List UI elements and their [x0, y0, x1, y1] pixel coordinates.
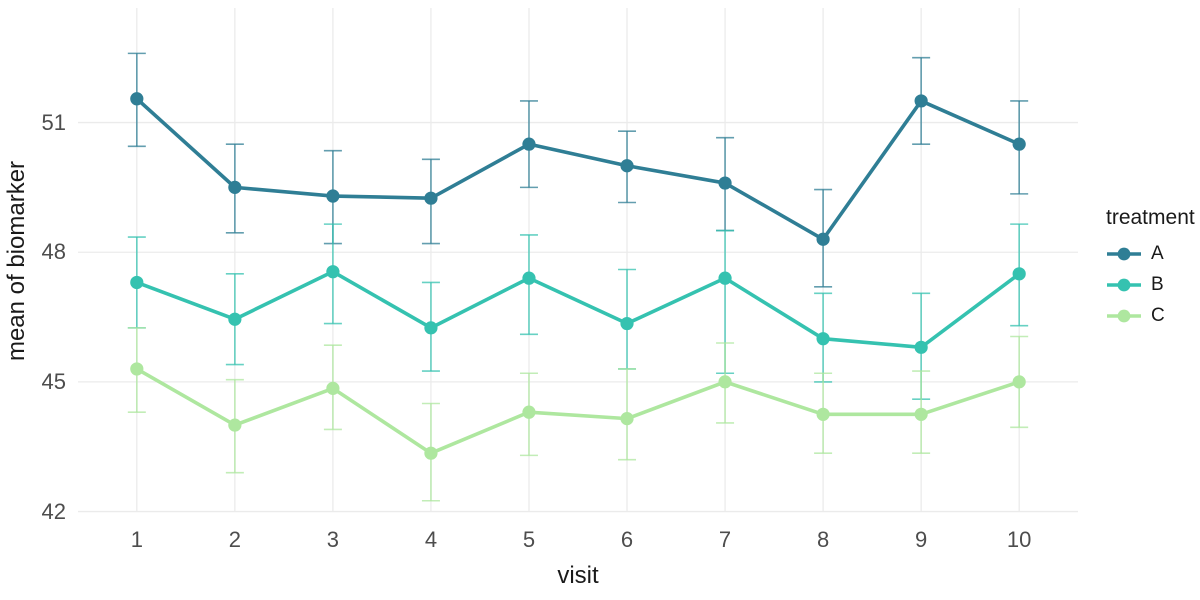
x-tick-label: 5	[522, 527, 536, 552]
x-tick-label: 4	[424, 527, 438, 552]
series-line-B	[135, 269, 1021, 350]
data-point-B	[816, 332, 830, 346]
data-point-C	[620, 412, 634, 426]
data-point-C	[1012, 375, 1026, 389]
x-axis-title: visit	[557, 562, 599, 589]
legend-key-B	[1107, 278, 1141, 291]
data-point-B	[914, 340, 928, 354]
series-line-C	[135, 367, 1021, 456]
data-point-A	[130, 92, 144, 106]
legend-item-B: B	[1106, 269, 1195, 300]
data-point-A	[1012, 137, 1026, 151]
x-tick-label: 9	[915, 527, 928, 552]
data-point-C	[914, 407, 928, 421]
legend-label: B	[1151, 273, 1164, 295]
data-point-B	[522, 271, 536, 285]
legend-label: A	[1151, 242, 1164, 264]
data-point-C	[522, 405, 536, 419]
legend-title: treatment	[1106, 206, 1195, 229]
data-point-A	[816, 232, 830, 246]
data-point-C	[718, 375, 732, 389]
data-point-A	[914, 94, 928, 108]
x-tick-label: 10	[1006, 527, 1032, 552]
x-tick-label: 2	[228, 527, 241, 552]
legend-key-C	[1107, 309, 1141, 322]
data-point-B	[718, 271, 732, 285]
x-tick-label: 1	[130, 527, 143, 552]
data-point-B	[1012, 267, 1026, 281]
data-point-A	[424, 191, 438, 205]
x-tick-label: 3	[326, 527, 340, 552]
legend-key-A	[1107, 247, 1141, 260]
y-tick-label: 51	[41, 109, 66, 135]
series-line-A	[135, 96, 1021, 242]
data-point-C	[424, 446, 438, 460]
legend-label: C	[1151, 304, 1165, 326]
data-point-B	[326, 265, 340, 279]
data-point-B	[424, 321, 438, 335]
data-point-B	[130, 275, 144, 290]
data-point-A	[228, 180, 242, 194]
data-point-B	[620, 316, 634, 331]
x-tick-label: 8	[816, 527, 830, 552]
y-tick-label: 45	[41, 368, 66, 394]
data-point-C	[130, 362, 144, 376]
data-point-C	[228, 418, 242, 432]
y-tick-label: 48	[41, 239, 66, 265]
data-point-A	[620, 159, 634, 173]
x-tick-label: 6	[620, 527, 634, 552]
data-point-A	[522, 137, 536, 151]
legend-item-C: C	[1106, 300, 1195, 331]
data-point-A	[326, 189, 340, 203]
legend-item-A: A	[1106, 238, 1195, 269]
y-tick-label: 42	[41, 498, 66, 524]
data-point-C	[326, 381, 340, 395]
data-point-A	[718, 176, 732, 190]
data-point-B	[228, 312, 242, 326]
data-point-C	[816, 407, 830, 421]
x-tick-label: 7	[718, 527, 732, 552]
